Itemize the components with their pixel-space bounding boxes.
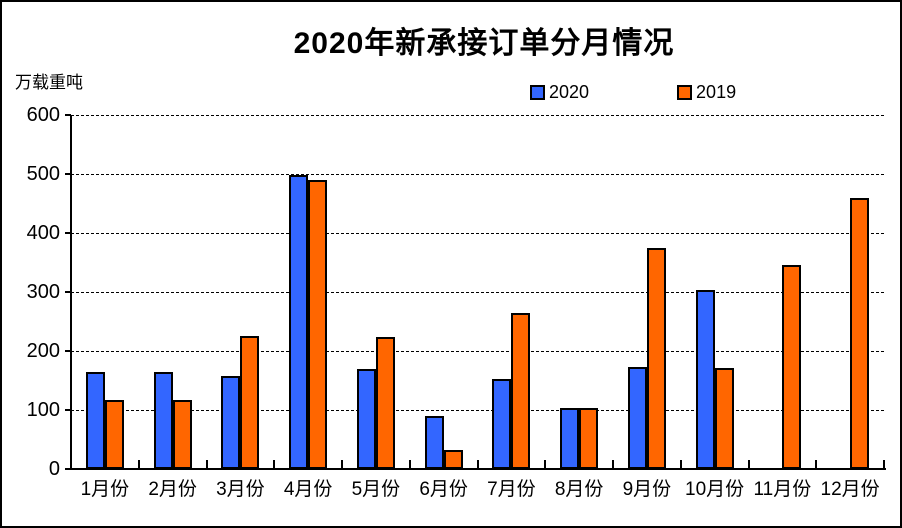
x-tick-label-4月份: 4月份 (283, 479, 333, 500)
y-tick-label-400: 400 (26, 222, 60, 244)
y-tick-label-300: 300 (26, 281, 60, 303)
y-tick-mark-500 (65, 173, 71, 175)
bar-2019-11月份 (782, 265, 802, 469)
y-tick-label-100: 100 (26, 399, 60, 421)
x-tick-label-6月份: 6月份 (419, 479, 468, 500)
x-tick-label-10月份: 10月份 (685, 479, 745, 500)
bar-2019-12月份 (850, 198, 870, 469)
x-tick-label-7月份: 7月份 (487, 479, 536, 500)
bar-2019-1月份 (104, 400, 124, 469)
bar-2019-4月份 (308, 180, 328, 469)
x-axis-line (70, 468, 886, 470)
bar-2020-5月份 (356, 369, 376, 469)
bar-2020-2月份 (153, 372, 173, 469)
gridline-600 (71, 114, 884, 116)
x-tick-mark-7 (544, 460, 547, 469)
bar-2019-9月份 (646, 248, 666, 469)
y-tick-mark-100 (65, 409, 71, 411)
bar-2019-7月份 (511, 313, 531, 469)
bar-2019-3月份 (240, 336, 260, 469)
x-tick-label-3月份: 3月份 (216, 479, 265, 500)
bar-2020-6月份 (424, 416, 444, 469)
gridline-100 (71, 409, 884, 411)
y-tick-mark-200 (65, 350, 71, 352)
x-tick-label-11月份: 11月份 (753, 479, 812, 500)
y-tick-mark-0 (65, 468, 71, 470)
chart-title: 2020年新承接订单分月情况 (293, 27, 675, 60)
bar-2020-8月份 (560, 408, 580, 469)
x-tick-label-12月份: 12月份 (820, 479, 880, 500)
bar-2019-8月份 (579, 408, 599, 469)
bar-2019-10月份 (714, 368, 734, 469)
x-tick-mark-9 (679, 460, 682, 469)
legend-label-2020: 2020 (549, 82, 590, 102)
y-tick-label-600: 600 (26, 104, 60, 126)
x-tick-mark-5 (408, 460, 411, 469)
y-axis-line (70, 115, 72, 469)
legend-item-2020: 2020 (530, 82, 589, 103)
y-tick-mark-400 (65, 232, 71, 234)
y-axis-unit-label: 万载重吨 (15, 73, 83, 92)
y-tick-label-500: 500 (26, 163, 60, 185)
x-tick-mark-8 (612, 460, 614, 469)
legend: 2020 2019 (530, 82, 736, 103)
bar-2019-6月份 (443, 450, 463, 469)
bar-2020-3月份 (221, 376, 241, 469)
x-tick-label-5月份: 5月份 (351, 479, 401, 500)
y-tick-mark-300 (65, 291, 71, 293)
x-tick-mark-1 (137, 460, 140, 469)
legend-label-2019: 2019 (696, 82, 737, 102)
x-tick-mark-4 (341, 460, 343, 469)
x-tick-label-9月份: 9月份 (622, 479, 672, 500)
x-tick-mark-2 (205, 460, 208, 469)
x-tick-mark-10 (747, 460, 750, 469)
y-tick-mark-600 (65, 114, 71, 116)
gridline-300 (71, 291, 884, 293)
y-tick-label-200: 200 (26, 340, 60, 362)
x-tick-mark-11 (815, 460, 818, 469)
legend-swatch-2020 (530, 85, 545, 100)
bar-2019-2月份 (172, 400, 192, 469)
x-tick-label-2月份: 2月份 (148, 479, 197, 500)
bar-2020-7月份 (492, 379, 512, 469)
gridline-200 (71, 350, 884, 352)
bar-2020-4月份 (289, 175, 309, 469)
x-tick-mark-12 (883, 460, 885, 469)
x-tick-mark-3 (273, 460, 276, 469)
bar-2020-1月份 (85, 372, 105, 469)
x-tick-label-1月份: 1月份 (80, 479, 130, 500)
gridline-500 (71, 173, 884, 175)
gridline-400 (71, 232, 884, 234)
bar-2020-10月份 (695, 290, 715, 469)
bar-2019-5月份 (375, 337, 395, 469)
bar-2020-9月份 (627, 367, 647, 469)
x-tick-mark-6 (476, 460, 479, 469)
legend-item-2019: 2019 (677, 82, 736, 103)
x-tick-label-8月份: 8月份 (554, 479, 604, 500)
y-tick-label-0: 0 (48, 458, 60, 480)
legend-swatch-2019 (677, 85, 693, 100)
